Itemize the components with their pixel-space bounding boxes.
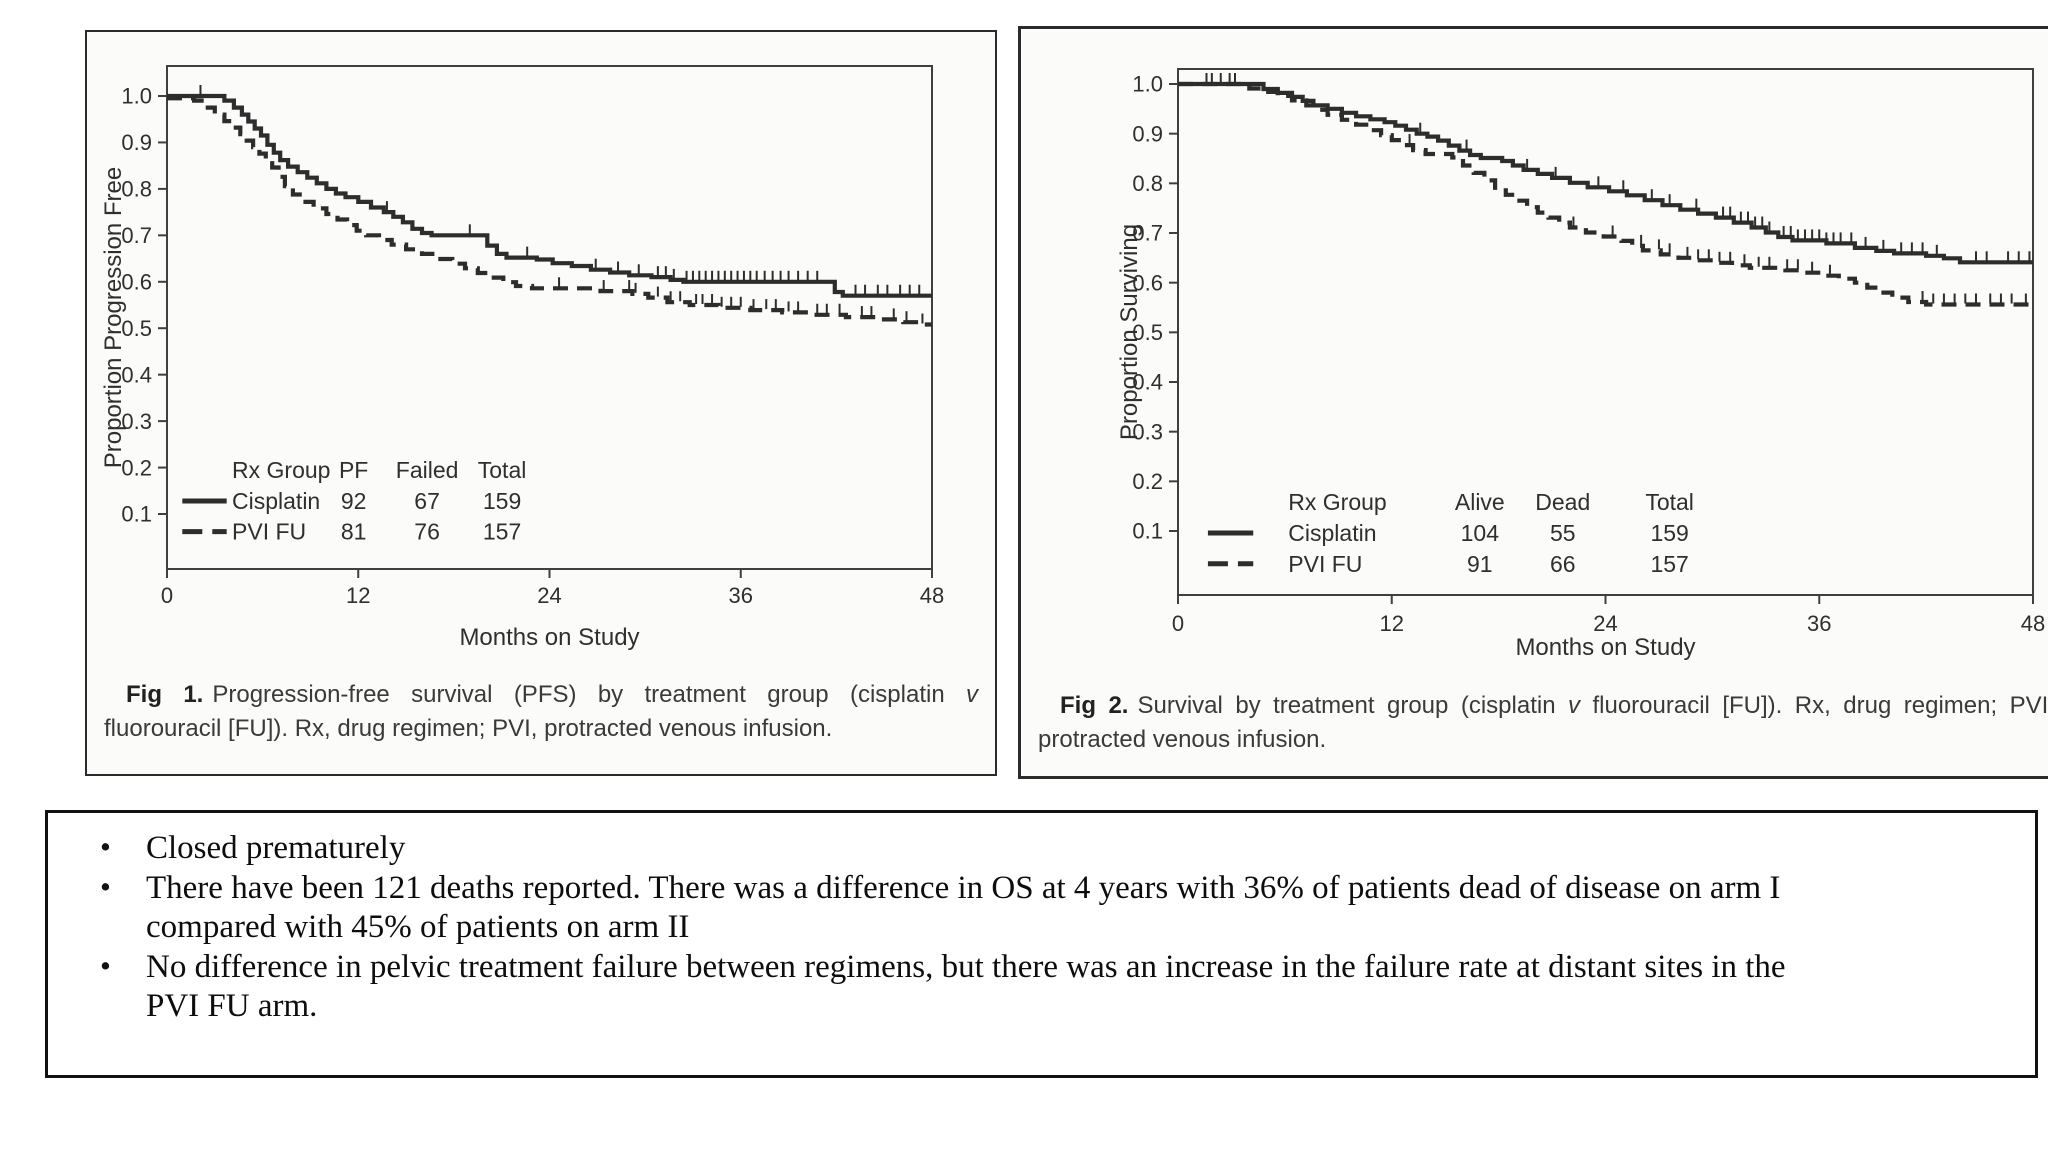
- censor-ticks: [1205, 73, 2031, 262]
- note-bullet: Closed prematurely: [48, 828, 1843, 869]
- fig1-caption-label: Fig 1.: [126, 681, 204, 708]
- y-tick-label: 0.5: [121, 316, 152, 341]
- y-tick-label: 0.5: [1132, 320, 1163, 345]
- fig2-caption-label: Fig 2.: [1060, 692, 1129, 719]
- y-tick-label: 0.9: [1132, 121, 1163, 146]
- legend-value: 81: [341, 519, 367, 545]
- y-tick-label: 0.1: [121, 502, 152, 527]
- x-axis-label: Months on Study: [1515, 634, 1695, 661]
- legend-table: Rx Group Alive Dead Total Cisplatin 104 55 159 P…: [1207, 489, 1694, 577]
- legend-value: 104: [1461, 520, 1500, 546]
- censor-ticks: [1210, 73, 2027, 304]
- legend-header: Failed: [396, 457, 459, 483]
- x-tick-label: 24: [537, 583, 561, 608]
- legend-header: Rx Group: [1288, 489, 1386, 515]
- y-tick-label: 0.2: [1132, 469, 1163, 494]
- x-axis: 0 12 24 36 48: [161, 569, 944, 608]
- y-tick-label: 0.3: [1132, 419, 1163, 444]
- x-tick-label: 0: [161, 583, 173, 608]
- y-tick-label: 0.3: [121, 409, 152, 434]
- legend-value: 91: [1467, 551, 1493, 577]
- y-tick-label: 0.8: [1132, 171, 1163, 196]
- legend-value: 66: [1550, 551, 1576, 577]
- legend-header: Total: [1645, 489, 1694, 515]
- x-tick-label: 12: [1380, 611, 1404, 636]
- note-bullet: No difference in pelvic treatment failur…: [48, 947, 1843, 1027]
- y-tick-label: 0.1: [1132, 519, 1163, 544]
- figure-2-panel: 1.0 0.9 0.8 0.7 0.6 0.5 0.4 0.3 0.2 0.1 0 12 24 36 48 P…: [1018, 26, 2048, 779]
- censor-ticks: [558, 277, 924, 324]
- legend-header: PF: [339, 457, 368, 483]
- legend-series-name: Cisplatin: [1288, 520, 1376, 546]
- km-curve-pvi-fu: [167, 96, 932, 327]
- censor-ticks: [199, 85, 921, 295]
- figure-1-panel: 1.0 0.9 0.8 0.7 0.6 0.5 0.4 0.3 0.2 0.1 0 12 24 36 48 P…: [85, 30, 997, 776]
- fig2-km-chart: 1.0 0.9 0.8 0.7 0.6 0.5 0.4 0.3 0.2 0.1 0 12 24 36 48 P…: [1021, 37, 2048, 687]
- legend-value: 157: [1650, 551, 1688, 577]
- fig2-caption-text: Survival by treatment group (cisplatin v…: [1038, 692, 2048, 753]
- y-tick-label: 0.7: [121, 223, 152, 248]
- y-tick-label: 0.2: [121, 455, 152, 480]
- fig1-caption: Fig 1. Progression-free survival (PFS) by…: [87, 678, 995, 745]
- caption-segment: fluorouracil [FU]). Rx, drug regimen; PV…: [1038, 692, 2048, 753]
- fig1-caption-text: Progression-free survival (PFS) by treat…: [104, 681, 978, 742]
- y-tick-label: 1.0: [1132, 72, 1163, 97]
- y-tick-label: 0.6: [121, 269, 152, 294]
- caption-segment: Survival by treatment group (cisplatin: [1137, 692, 1569, 719]
- y-axis-label: Proportion Progression Free: [100, 167, 127, 468]
- y-axis: 1.0 0.9 0.8 0.7 0.6 0.5 0.4 0.3 0.2 0.1: [121, 84, 167, 527]
- y-tick-label: 0.6: [1132, 270, 1163, 295]
- y-tick-label: 0.4: [1132, 370, 1163, 395]
- x-axis-label: Months on Study: [459, 624, 639, 651]
- x-tick-label: 24: [1593, 611, 1617, 636]
- y-tick-label: 0.9: [121, 130, 152, 155]
- y-tick-label: 0.7: [1132, 221, 1163, 246]
- legend-series-name: Cisplatin: [232, 488, 320, 514]
- legend-value: 92: [341, 488, 367, 514]
- caption-segment: v: [1568, 692, 1581, 719]
- y-tick-label: 0.8: [121, 177, 152, 202]
- legend-value: 157: [483, 519, 521, 545]
- y-tick-label: 1.0: [121, 84, 152, 109]
- legend-series-name: PVI FU: [1288, 551, 1362, 577]
- fig2-caption: Fig 2. Survival by treatment group (cispl…: [1021, 689, 2048, 756]
- x-tick-label: 0: [1172, 611, 1184, 636]
- km-curve-cisplatin: [167, 93, 932, 298]
- legend-table: Rx Group PF Failed Total Cisplatin 92 67 159 PVI…: [182, 457, 526, 545]
- km-curve-pvi-fu: [1178, 81, 2033, 307]
- plot-frame: [1177, 68, 2034, 596]
- y-axis-label: Proportion Surviving: [1116, 224, 1143, 440]
- notes-list: Closed prematurelyThere have been 121 de…: [48, 828, 2035, 1027]
- legend-header: Rx Group: [232, 457, 330, 483]
- x-tick-label: 48: [920, 583, 944, 608]
- legend-series-name: PVI FU: [232, 519, 306, 545]
- legend-header: Alive: [1455, 489, 1505, 515]
- y-axis: 1.0 0.9 0.8 0.7 0.6 0.5 0.4 0.3 0.2 0.1: [1132, 72, 1178, 544]
- legend-value: 76: [414, 519, 440, 545]
- legend-value: 55: [1550, 520, 1576, 546]
- km-plot-svg: 1.0 0.9 0.8 0.7 0.6 0.5 0.4 0.3 0.2 0.1 0 12 24 36 48 P…: [1116, 68, 2045, 661]
- caption-segment: fluorouracil [FU]). Rx, drug regimen; PV…: [104, 714, 833, 742]
- legend-value: 159: [1650, 520, 1688, 546]
- summary-notes-box: Closed prematurelyThere have been 121 de…: [45, 810, 2038, 1078]
- caption-segment: Progression-free survival (PFS) by treat…: [212, 681, 967, 708]
- legend-header: Total: [478, 457, 527, 483]
- y-tick-label: 0.4: [121, 362, 152, 387]
- caption-segment: v: [966, 681, 979, 708]
- x-tick-label: 12: [346, 583, 370, 608]
- x-axis: 0 12 24 36 48: [1172, 595, 2045, 636]
- legend-value: 159: [483, 488, 521, 514]
- x-tick-label: 36: [729, 583, 753, 608]
- legend-header: Dead: [1535, 489, 1590, 515]
- fig1-km-chart: 1.0 0.9 0.8 0.7 0.6 0.5 0.4 0.3 0.2 0.1 0 12 24 36 48 P…: [87, 38, 995, 676]
- x-tick-label: 36: [1807, 611, 1831, 636]
- x-tick-label: 48: [2021, 611, 2045, 636]
- note-bullet: There have been 121 deaths reported. The…: [48, 868, 1843, 948]
- km-plot-svg: 1.0 0.9 0.8 0.7 0.6 0.5 0.4 0.3 0.2 0.1 0 12 24 36 48 P…: [100, 65, 944, 651]
- legend-value: 67: [414, 488, 440, 514]
- km-curve-cisplatin: [1178, 81, 2033, 265]
